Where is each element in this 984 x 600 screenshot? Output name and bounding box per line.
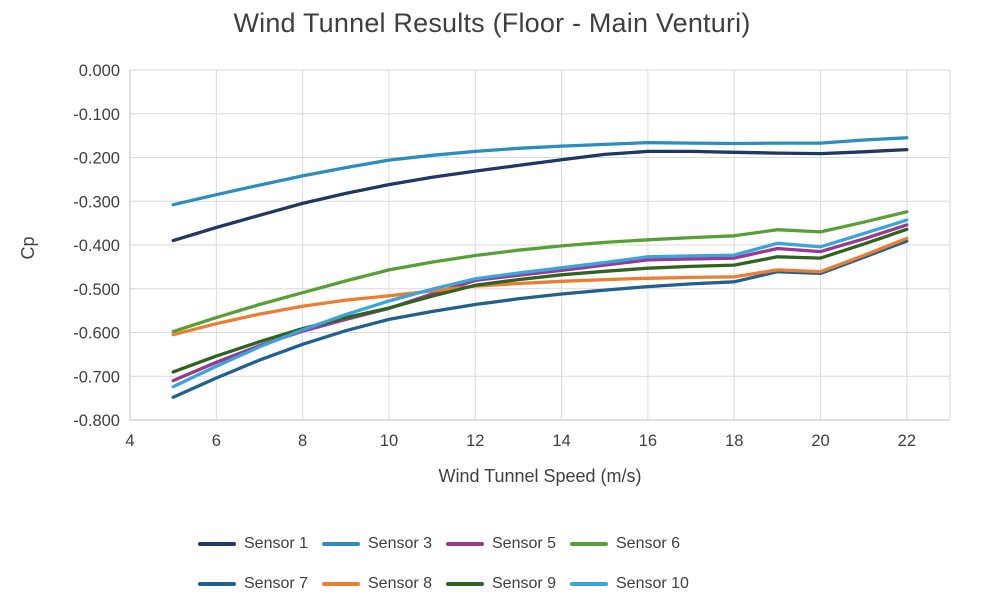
y-tick-label: -0.500 — [73, 281, 120, 299]
y-tick-label: -0.300 — [73, 193, 120, 211]
legend-item-sensor-6: Sensor 6 — [570, 533, 694, 555]
x-tick-label: 6 — [212, 432, 221, 450]
legend-swatch-icon — [322, 582, 360, 586]
legend-swatch-icon — [322, 542, 360, 546]
chart-title: Wind Tunnel Results (Floor - Main Ventur… — [233, 8, 751, 38]
legend-item-sensor-9: Sensor 9 — [446, 573, 570, 595]
legend-label: Sensor 3 — [368, 535, 433, 552]
legend-label: Sensor 7 — [244, 575, 309, 592]
legend-swatch-icon — [198, 582, 236, 586]
series-line-sensor-6 — [171, 210, 909, 334]
legend-label: Sensor 9 — [492, 575, 557, 592]
series-line-sensor-3 — [171, 136, 909, 207]
y-tick-label: 0.000 — [79, 62, 120, 80]
legend: Sensor 1 Sensor 3 Sensor 5 Sensor 6 Sensor 7… — [198, 533, 694, 595]
x-tick-label: 8 — [298, 432, 307, 450]
y-axis-title: Cp — [18, 236, 38, 260]
series-line-sensor-8 — [171, 236, 909, 337]
series-line-sensor-1 — [171, 147, 909, 243]
legend-swatch-icon — [446, 542, 484, 546]
series-line-sensor-7 — [171, 239, 909, 399]
legend-label: Sensor 6 — [616, 535, 681, 552]
y-tick-label: -0.400 — [73, 237, 120, 255]
x-tick-label: 20 — [811, 432, 829, 450]
x-axis-title: Wind Tunnel Speed (m/s) — [438, 466, 642, 486]
legend-item-sensor-7: Sensor 7 — [198, 573, 322, 595]
y-tick-label: -0.700 — [73, 368, 120, 386]
legend-label: Sensor 8 — [368, 575, 433, 592]
legend-swatch-icon — [570, 542, 608, 546]
legend-item-sensor-8: Sensor 8 — [322, 573, 446, 595]
legend-label: Sensor 5 — [492, 535, 557, 552]
x-tick-label: 16 — [639, 432, 657, 450]
y-tick-label: -0.100 — [73, 106, 120, 124]
y-tick-label: -0.800 — [73, 412, 120, 430]
legend-label: Sensor 10 — [616, 575, 689, 592]
x-tick-label: 14 — [552, 432, 570, 450]
series-line-sensor-9 — [171, 227, 909, 374]
x-tick-label: 12 — [466, 432, 484, 450]
legend-item-sensor-3: Sensor 3 — [322, 533, 446, 555]
legend-item-sensor-1: Sensor 1 — [198, 533, 322, 555]
series-line-sensor-10 — [171, 218, 909, 389]
legend-swatch-icon — [198, 542, 236, 546]
x-tick-label: 4 — [125, 432, 134, 450]
y-tick-label: -0.200 — [73, 150, 120, 168]
x-tick-label: 18 — [725, 432, 743, 450]
legend-swatch-icon — [446, 582, 484, 586]
legend-item-sensor-10: Sensor 10 — [570, 573, 694, 595]
x-tick-label: 10 — [380, 432, 398, 450]
x-tick-label: 22 — [898, 432, 916, 450]
legend-item-sensor-5: Sensor 5 — [446, 533, 570, 555]
legend-swatch-icon — [570, 582, 608, 586]
y-tick-label: -0.600 — [73, 325, 120, 343]
legend-label: Sensor 1 — [244, 535, 309, 552]
